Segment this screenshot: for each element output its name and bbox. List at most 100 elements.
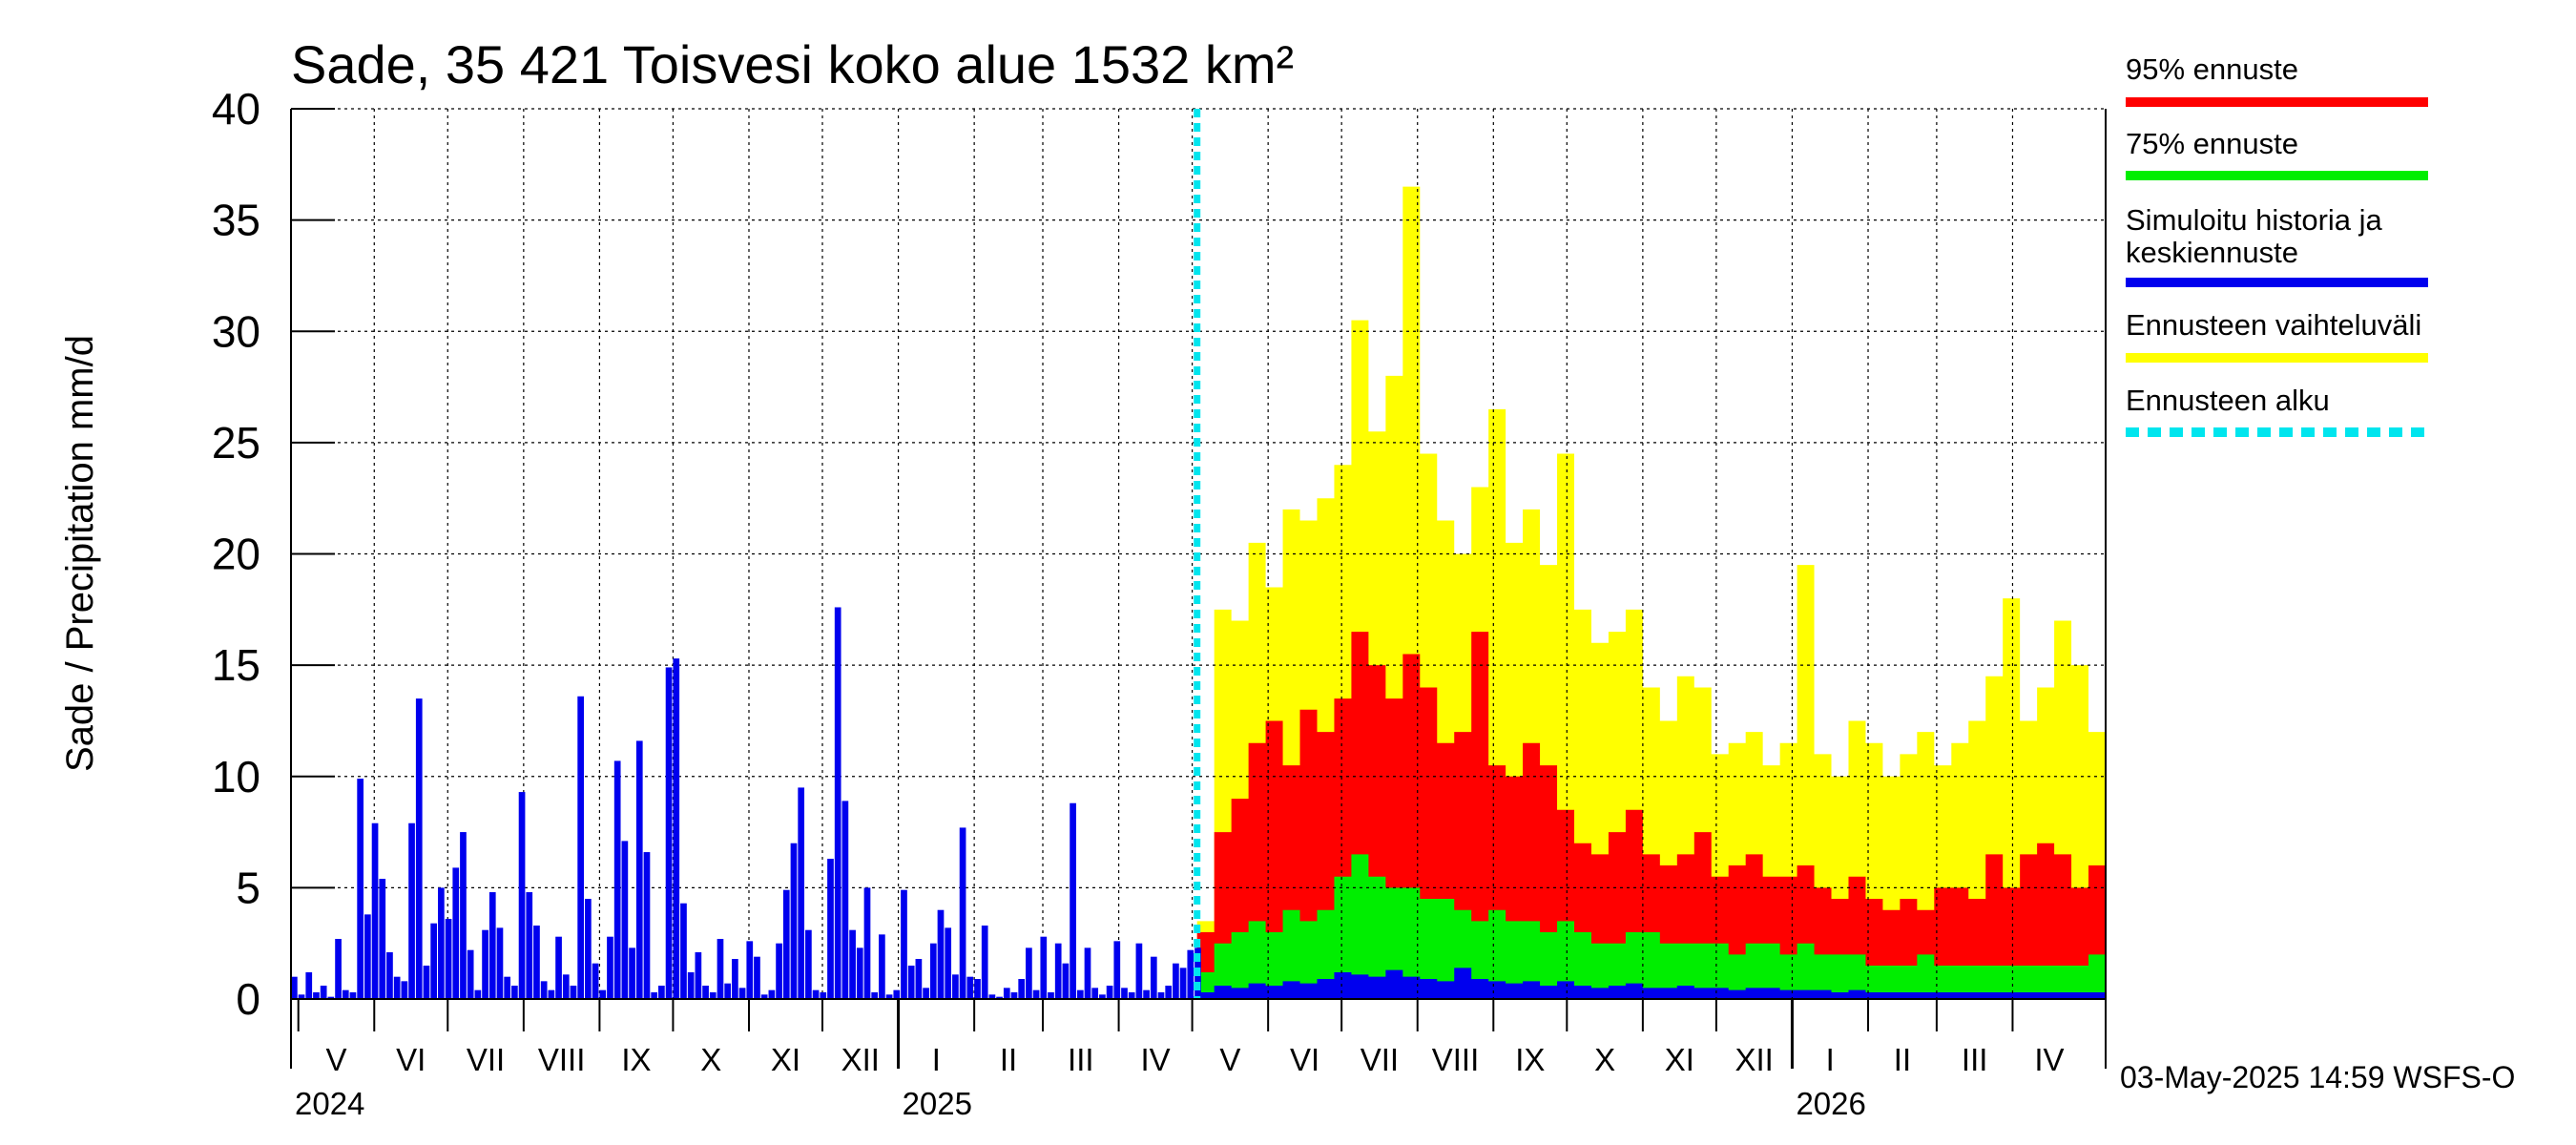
footer-timestamp: 03-May-2025 14:59 WSFS-O — [2120, 1060, 2515, 1094]
year-label: 2024 — [295, 1086, 364, 1121]
history-bar — [364, 914, 371, 999]
history-bar — [298, 994, 305, 999]
history-bar — [415, 698, 423, 999]
history-bar — [607, 936, 613, 999]
history-bar — [599, 989, 607, 999]
history-bar — [518, 792, 526, 999]
month-label: XII — [1735, 1042, 1773, 1077]
history-bar — [526, 892, 533, 999]
history-bar — [562, 974, 570, 999]
plot-frame — [290, 109, 2107, 1069]
history-bar — [856, 947, 863, 999]
month-label: III — [1962, 1042, 1988, 1077]
history-bar — [988, 994, 996, 999]
history-bar — [540, 981, 548, 999]
history-bar — [320, 986, 327, 999]
history-bar — [974, 979, 981, 999]
legend-label: Simuloitu historia ja — [2126, 203, 2383, 237]
month-label: II — [1000, 1042, 1017, 1077]
month-label: V — [1219, 1042, 1240, 1077]
history-bar — [555, 936, 562, 999]
history-bar — [776, 943, 782, 999]
history-bar — [1084, 947, 1091, 999]
history-bar — [966, 976, 974, 999]
history-bar — [342, 989, 349, 999]
month-label: X — [700, 1042, 721, 1077]
history-bar — [907, 966, 915, 999]
history-bar — [952, 974, 959, 999]
forecast-75-band — [1196, 854, 2106, 999]
history-bar — [533, 926, 540, 999]
history-bar — [1040, 936, 1048, 999]
history-bar — [1157, 992, 1165, 999]
history-bar — [885, 994, 893, 999]
month-label: IX — [1515, 1042, 1545, 1077]
history-bar — [871, 992, 879, 999]
history-bar — [474, 989, 482, 999]
month-label: VII — [467, 1042, 505, 1077]
history-bar — [357, 779, 364, 999]
history-bar — [863, 887, 871, 999]
history-bar — [820, 992, 827, 999]
history-bar — [1018, 979, 1026, 999]
history-bar — [724, 983, 732, 999]
history-bar — [386, 952, 393, 999]
history-bar — [430, 923, 438, 999]
history-bar — [687, 972, 695, 999]
history-bar — [488, 892, 496, 999]
chart-title: Sade, 35 421 Toisvesi koko alue 1532 km² — [291, 34, 1294, 94]
history-bar — [996, 996, 1003, 999]
history-bar — [738, 988, 746, 999]
legend-label: 75% ennuste — [2126, 127, 2298, 160]
y-tick-label: 20 — [212, 530, 260, 579]
y-tick-label: 30 — [212, 306, 260, 356]
history-bar — [893, 989, 901, 999]
month-label: VI — [1290, 1042, 1319, 1077]
month-label: III — [1068, 1042, 1094, 1077]
history-bar — [812, 989, 820, 999]
history-bar — [1032, 989, 1040, 999]
month-label: IX — [621, 1042, 651, 1077]
y-axis-label: Sade / Precipitation mm/d — [59, 335, 101, 772]
history-bar — [1091, 988, 1099, 999]
history-bar — [349, 992, 357, 999]
history-bar — [577, 696, 585, 999]
history-bar — [1026, 947, 1032, 999]
history-bar — [1150, 956, 1157, 999]
history-bar — [732, 959, 738, 999]
history-bar — [511, 986, 518, 999]
history-bar — [937, 909, 945, 999]
history-bar — [790, 843, 798, 999]
history-bar — [379, 879, 386, 999]
legend: 95% ennuste 75% ennuste Simuloitu historia… — [2126, 52, 2428, 437]
history-bar — [1010, 992, 1018, 999]
history-bar — [452, 867, 460, 999]
history-bar — [945, 927, 952, 999]
history-bar — [879, 934, 885, 999]
history-bar — [423, 966, 430, 999]
history-bar — [915, 959, 923, 999]
month-label: VI — [396, 1042, 426, 1077]
history-bars — [291, 607, 1201, 999]
history-bar — [1076, 989, 1084, 999]
history-bar — [1099, 994, 1106, 999]
history-bar — [408, 822, 415, 999]
history-bar — [1165, 986, 1173, 999]
month-label: I — [932, 1042, 941, 1077]
history-bar — [695, 952, 702, 999]
y-tick-label: 25 — [212, 418, 260, 468]
history-bar — [1113, 941, 1121, 999]
history-bar — [959, 827, 966, 999]
month-label: XI — [771, 1042, 800, 1077]
history-bar — [805, 929, 812, 999]
history-bar — [827, 859, 834, 999]
history-bar — [1143, 989, 1150, 999]
forecast-band-fill — [1196, 186, 2106, 999]
legend-label: keskiennuste — [2126, 236, 2298, 269]
history-bar — [1173, 963, 1179, 999]
legend-label: Ennusteen alku — [2126, 384, 2330, 417]
history-bar — [1062, 963, 1070, 999]
month-label: IV — [2034, 1042, 2064, 1077]
history-bar — [981, 926, 988, 999]
history-bar — [901, 889, 907, 999]
